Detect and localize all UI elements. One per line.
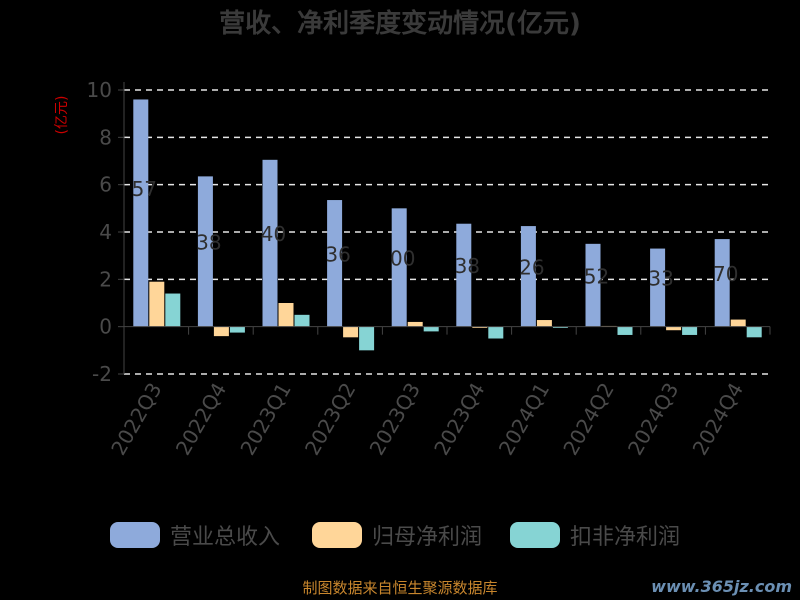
data-label: 52: [584, 264, 609, 288]
bar-revenue: [327, 200, 343, 327]
bar-net-profit: [536, 320, 552, 327]
bar-deducted-profit: [682, 326, 698, 335]
y-tick-label: 0: [99, 315, 112, 339]
bar-revenue: [391, 208, 407, 327]
bar-deducted-profit: [165, 293, 181, 327]
bar-revenue: [133, 99, 149, 327]
bar-net-profit: [343, 326, 359, 338]
y-tick-label: 4: [99, 220, 112, 244]
bar-revenue: [714, 239, 730, 327]
chart-title: 营收、净利季度变动情况(亿元): [219, 8, 581, 39]
legend-label[interactable]: 营业总收入: [170, 525, 280, 550]
bar-revenue: [262, 159, 278, 327]
bar-deducted-profit: [746, 326, 762, 338]
data-label: 40: [261, 222, 286, 246]
label-layer: 57 38 40 36 00 38 26 52 33 70: [132, 177, 739, 291]
data-label: 36: [325, 242, 350, 266]
x-tick-label: 2024Q2: [558, 379, 618, 460]
bar-revenue: [585, 243, 601, 327]
bar-net-profit: [472, 326, 488, 328]
grid-layer: [124, 89, 770, 375]
data-label: 57: [132, 177, 157, 201]
bar-deducted-profit: [359, 326, 375, 351]
data-label: 38: [196, 231, 221, 255]
bar-net-profit: [149, 281, 165, 327]
bar-layer: [133, 99, 762, 351]
y-tick-label: 2: [99, 267, 112, 291]
bar-deducted-profit: [488, 326, 504, 339]
x-tick-label: 2023Q3: [365, 379, 425, 460]
y-tick-label: 6: [99, 173, 112, 197]
bar-deducted-profit: [423, 326, 439, 332]
data-label: 70: [713, 262, 738, 286]
data-label: 26: [519, 255, 544, 279]
data-label: 38: [455, 254, 480, 278]
legend-label[interactable]: 扣非净利润: [570, 525, 680, 550]
bar-net-profit: [407, 321, 423, 327]
source-note: 制图数据来自恒生聚源数据库: [302, 579, 497, 597]
data-label: 33: [648, 267, 673, 291]
x-tick-label: 2022Q4: [171, 379, 231, 460]
x-tick-label: 2023Q4: [429, 379, 489, 460]
bar-net-profit: [666, 326, 682, 331]
legend: 营业总收入 归母净利润 扣非净利润: [110, 522, 680, 550]
x-tick-label: 2023Q1: [235, 379, 295, 460]
legend-swatch: [110, 522, 160, 548]
data-label: 00: [390, 247, 415, 271]
legend-swatch: [312, 522, 362, 548]
bar-net-profit: [278, 303, 294, 327]
bar-revenue: [520, 226, 536, 327]
bar-revenue: [456, 223, 472, 327]
bar-deducted-profit: [552, 326, 568, 328]
y-axis-label: (亿元): [54, 96, 70, 135]
x-tick-label: 2024Q4: [688, 379, 748, 460]
y-tick-label: 10: [87, 78, 112, 102]
watermark: www.365jz.com: [651, 577, 792, 596]
x-tick-label: 2023Q2: [300, 379, 360, 460]
bar-revenue: [650, 248, 666, 327]
bar-net-profit: [730, 319, 746, 327]
y-tick-label: -2: [92, 362, 112, 386]
bar-net-profit: [213, 326, 229, 337]
x-tick-label: 2022Q3: [106, 379, 166, 460]
bar-revenue: [197, 176, 213, 327]
legend-label[interactable]: 归母净利润: [372, 525, 482, 550]
x-tick-label: 2024Q3: [623, 379, 683, 460]
y-tick-label: 8: [99, 125, 112, 149]
bar-deducted-profit: [294, 314, 310, 327]
bar-deducted-profit: [617, 326, 633, 335]
legend-swatch: [510, 522, 560, 548]
bar-deducted-profit: [229, 326, 245, 333]
x-tick-label: 2024Q1: [494, 379, 554, 460]
